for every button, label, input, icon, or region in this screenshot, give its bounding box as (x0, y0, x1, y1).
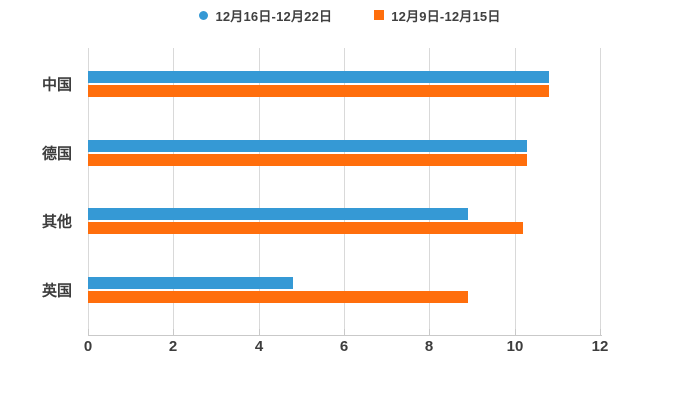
gridline-x-8 (429, 48, 430, 330)
x-tick-label-8: 8 (424, 338, 434, 355)
gridline-x-12 (600, 48, 601, 330)
x-tick-2 (173, 329, 174, 336)
x-tick-8 (429, 329, 430, 336)
legend-item-series2[interactable]: 12月9日-12月15日 (374, 6, 500, 25)
bar-series1-英国[interactable] (88, 276, 293, 289)
x-tick-label-6: 6 (339, 338, 349, 355)
y-axis-category-labels: 中国 德国 其他 英国 (0, 48, 80, 330)
legend-label-series1: 12月16日-12月22日 (215, 8, 333, 24)
series2-square-marker-icon (374, 10, 385, 20)
bar-series2-德国[interactable] (88, 153, 527, 166)
category-label-英国: 英国 (41, 282, 72, 299)
bar-series2-其他[interactable] (88, 222, 523, 234)
bar-series2-英国[interactable] (88, 290, 468, 303)
legend-item-series1[interactable]: 12月16日-12月22日 (199, 6, 332, 25)
category-label-其他: 其他 (41, 213, 72, 231)
gridline-x-2 (173, 48, 174, 330)
x-tick-label-10: 10 (506, 338, 524, 355)
chart-legend: 12月16日-12月22日 12月9日-12月15日 (0, 4, 700, 26)
y-axis-line (88, 48, 89, 330)
gridline-x-6 (344, 48, 345, 330)
x-axis-line (88, 335, 602, 336)
bar-series1-德国[interactable] (88, 139, 527, 152)
bar-series1-中国[interactable] (88, 71, 549, 83)
x-tick-6 (344, 329, 345, 336)
x-tick-label-12: 12 (591, 338, 609, 355)
category-label-中国: 中国 (41, 76, 72, 94)
x-tick-12 (600, 329, 601, 336)
gridline-x-4 (259, 48, 260, 330)
bar-series1-其他[interactable] (88, 208, 468, 220)
x-tick-label-4: 4 (254, 338, 264, 355)
x-tick-label-2: 2 (168, 338, 178, 355)
category-label-德国: 德国 (41, 145, 72, 162)
x-tick-4 (259, 329, 260, 336)
x-tick-label-0: 0 (83, 338, 93, 355)
x-tick-0 (88, 329, 89, 336)
gridline-x-10 (515, 48, 516, 330)
bar-series2-中国[interactable] (88, 85, 549, 97)
legend-label-series2: 12月9日-12月15日 (391, 8, 501, 24)
x-tick-10 (515, 329, 516, 336)
plot-area (88, 48, 601, 330)
series1-circle-marker-icon (199, 10, 209, 20)
